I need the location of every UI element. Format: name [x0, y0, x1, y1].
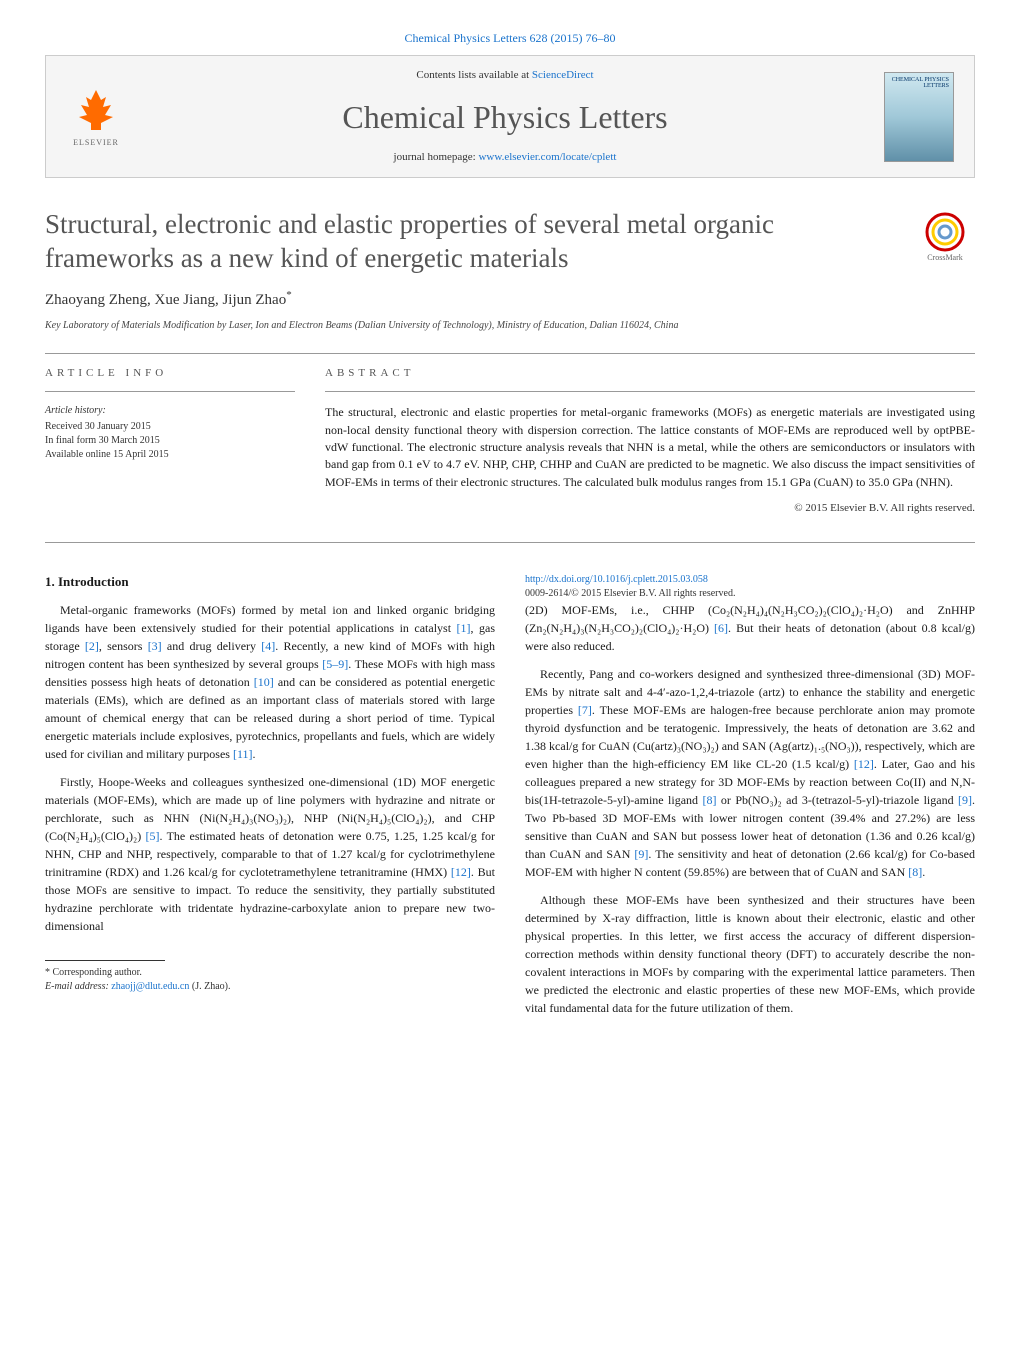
body-text: . [253, 747, 256, 761]
section-heading: 1. Introduction [45, 573, 495, 591]
email-label: E-mail address: [45, 981, 111, 992]
divider [45, 391, 295, 392]
ref-link[interactable]: [8] [908, 865, 922, 879]
ref-link[interactable]: [12] [451, 865, 471, 879]
body-paragraph: Firstly, Hoope-Weeks and colleagues synt… [45, 773, 495, 935]
doi-link[interactable]: http://dx.doi.org/10.1016/j.cplett.2015.… [525, 574, 708, 585]
ref-link[interactable]: [8] [702, 793, 716, 807]
ref-link[interactable]: [6] [714, 621, 728, 635]
doi-block: http://dx.doi.org/10.1016/j.cplett.2015.… [525, 573, 975, 601]
corresponding-author-footnote: * Corresponding author. [45, 966, 495, 980]
elsevier-label: ELSEVIER [73, 137, 119, 148]
ref-link[interactable]: [1] [457, 621, 471, 635]
affiliation: Key Laboratory of Materials Modification… [45, 319, 975, 333]
body-paragraph: Metal-organic frameworks (MOFs) formed b… [45, 601, 495, 763]
crossmark-badge[interactable]: CrossMark [915, 208, 975, 268]
journal-name: Chemical Physics Letters [126, 95, 884, 140]
cover-thumb-label: CHEMICAL PHYSICS LETTERS [885, 77, 949, 90]
body-columns: 1. Introduction Metal-organic frameworks… [45, 573, 975, 1018]
ref-link[interactable]: [9] [958, 793, 972, 807]
article-title: Structural, electronic and elastic prope… [45, 208, 895, 276]
journal-reference: Chemical Physics Letters 628 (2015) 76–8… [45, 30, 975, 47]
ref-link[interactable]: [5] [146, 829, 160, 843]
history-online: Available online 15 April 2015 [45, 448, 295, 462]
footnote-divider [45, 960, 165, 961]
body-text: or Pb(NO₃)₂ ad 3-(tetrazol-5-yl)-triazol… [716, 793, 958, 807]
article-info-heading: ARTICLE INFO [45, 366, 295, 381]
abstract-heading: ABSTRACT [325, 366, 975, 381]
journal-header-box: ELSEVIER Contents lists available at Sci… [45, 55, 975, 179]
body-text: and drug delivery [162, 639, 262, 653]
authors-names: Zhaoyang Zheng, Xue Jiang, Jijun Zhao [45, 292, 286, 308]
abstract-text: The structural, electronic and elastic p… [325, 404, 975, 491]
contents-line: Contents lists available at ScienceDirec… [126, 68, 884, 83]
email-link[interactable]: zhaojj@dlut.edu.cn [111, 981, 189, 992]
ref-link[interactable]: [11] [233, 747, 253, 761]
ref-link[interactable]: [3] [148, 639, 162, 653]
body-text: , sensors [99, 639, 148, 653]
journal-cover-thumbnail: CHEMICAL PHYSICS LETTERS [884, 72, 954, 162]
body-text: . [922, 865, 925, 879]
homepage-line: journal homepage: www.elsevier.com/locat… [126, 150, 884, 165]
body-paragraph: Although these MOF-EMs have been synthes… [525, 891, 975, 1017]
history-label: Article history: [45, 404, 295, 418]
divider [45, 353, 975, 354]
svg-text:CrossMark: CrossMark [927, 253, 963, 262]
ref-link[interactable]: [4] [261, 639, 275, 653]
elsevier-logo: ELSEVIER [66, 82, 126, 152]
ref-link[interactable]: [7] [578, 703, 592, 717]
ref-link[interactable]: [12] [854, 757, 874, 771]
body-paragraph: (2D) MOF-EMs, i.e., CHHP (Co₂(N₂H₄)₄(N₂H… [525, 601, 975, 655]
email-footnote: E-mail address: zhaojj@dlut.edu.cn (J. Z… [45, 980, 495, 994]
contents-prefix: Contents lists available at [416, 69, 531, 81]
homepage-prefix: journal homepage: [394, 151, 479, 163]
issn-copyright: 0009-2614/© 2015 Elsevier B.V. All right… [525, 587, 975, 601]
sciencedirect-link[interactable]: ScienceDirect [532, 69, 594, 81]
divider [45, 542, 975, 543]
ref-link[interactable]: [2] [85, 639, 99, 653]
history-received: Received 30 January 2015 [45, 420, 295, 434]
abstract-block: ABSTRACT The structural, electronic and … [325, 366, 975, 517]
body-text: Metal-organic frameworks (MOFs) formed b… [45, 603, 495, 635]
email-suffix: (J. Zhao). [189, 981, 230, 992]
corresponding-marker: * [286, 289, 292, 301]
elsevier-tree-icon [71, 85, 121, 135]
ref-link[interactable]: [10] [254, 675, 274, 689]
authors-line: Zhaoyang Zheng, Xue Jiang, Jijun Zhao* [45, 288, 975, 311]
ref-link[interactable]: [5–9] [322, 657, 348, 671]
article-info-block: ARTICLE INFO Article history: Received 3… [45, 366, 295, 517]
history-final-form: In final form 30 March 2015 [45, 434, 295, 448]
body-paragraph: Recently, Pang and co-workers designed a… [525, 665, 975, 881]
homepage-link[interactable]: www.elsevier.com/locate/cplett [478, 151, 616, 163]
abstract-copyright: © 2015 Elsevier B.V. All rights reserved… [325, 501, 975, 516]
divider [325, 391, 975, 392]
ref-link[interactable]: [9] [634, 847, 648, 861]
